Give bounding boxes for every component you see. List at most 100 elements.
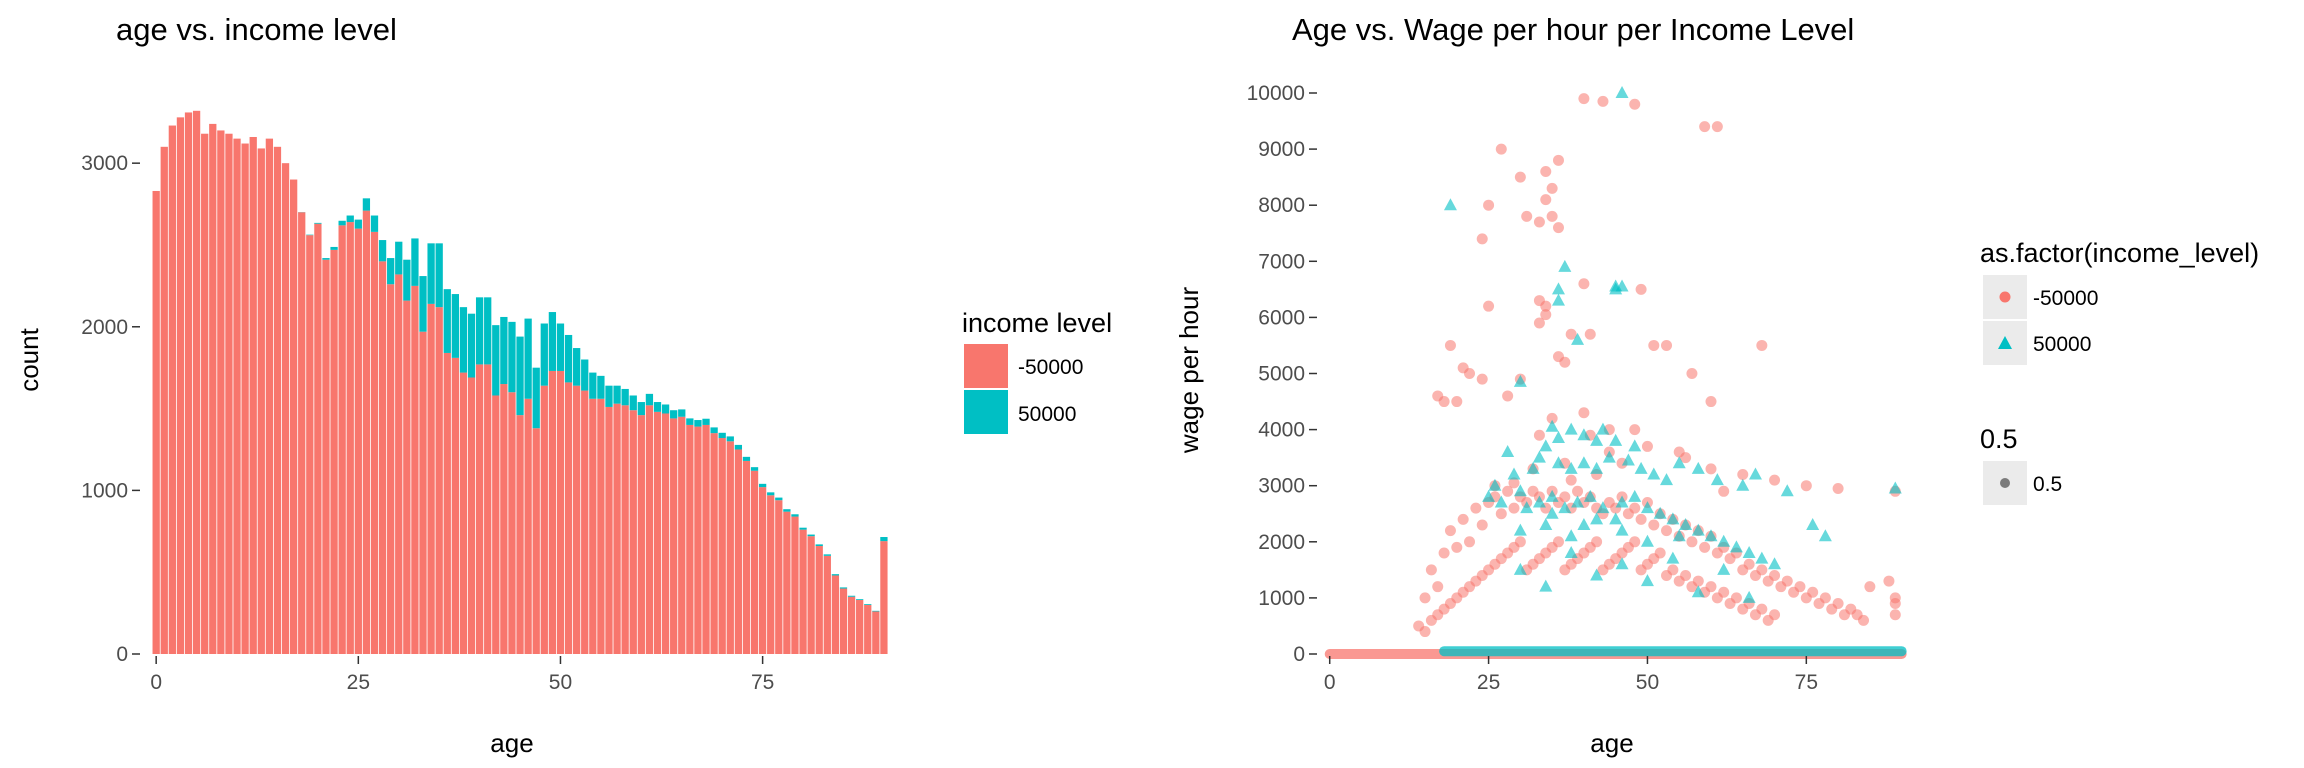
point-series-0-117 [1743,558,1755,570]
bar-age-86-series-0 [847,596,856,654]
bar-age-88-series-0 [864,604,872,654]
point-series-0-169 [1591,536,1603,548]
bar-age-49-series-0 [548,370,557,654]
point-series-1-78 [1590,512,1604,525]
bar-age-75-series-1 [758,483,767,488]
point-series-0-41 [1705,396,1717,408]
point-series-0-197 [1769,609,1781,621]
bar-age-52-series-0 [573,385,581,654]
bar-age-29-series-1 [387,258,395,285]
bar-age-54-series-0 [589,398,597,654]
point-series-1-54 [1666,512,1680,525]
bar-age-8-series-0 [217,130,225,654]
bar-age-31-series-0 [403,300,411,654]
bar-age-34-series-1 [427,243,435,304]
bar-age-24-series-1 [346,215,354,223]
point-series-1-22 [1647,467,1661,480]
point-series-0-24 [1565,328,1577,340]
bar-age-27-series-1 [370,215,379,232]
bar-age-1-series-0 [160,146,168,654]
bar-age-77-series-0 [775,500,783,654]
scatter-x-axis: 0 25 50 75 [1324,656,1818,694]
point-series-0-140 [1889,609,1901,621]
bar-age-50-series-1 [556,323,565,371]
bar-age-82-series-0 [815,546,823,654]
point-series-1-60 [1742,546,1756,559]
point-series-1-32 [1628,439,1642,452]
point-series-0-181 [1667,564,1679,576]
point-series-1-63 [1806,517,1820,530]
point-series-1-70 [1640,574,1654,587]
bar-age-6-series-0 [201,133,209,655]
bar-age-48-series-0 [540,385,548,654]
point-series-1-53 [1653,506,1667,519]
bar-age-23-series-0 [338,225,346,654]
point-series-1-47 [1571,495,1585,508]
bar-age-45-series-1 [516,336,524,416]
bar-age-19-series-0 [306,235,314,654]
point-series-0-15 [1552,222,1564,234]
bar-age-79-series-0 [791,516,799,654]
bar-age-52-series-1 [573,348,581,386]
point-series-0-70 [1444,525,1456,537]
bar-age-68-series-1 [702,418,710,425]
point-series-0-183 [1680,569,1692,581]
bar-age-74-series-1 [750,467,759,471]
y-tick-label-1000: 1000 [1258,587,1305,610]
point-series-1-82 [1577,517,1591,530]
bar-age-90-series-1 [880,537,888,542]
point-series-0-189 [1718,586,1730,598]
scatter-title: Age vs. Wage per hour per Income Level [1292,12,1854,47]
point-series-1-59 [1729,540,1743,553]
point-series-0-11 [1483,199,1495,211]
bar-age-81-series-0 [807,536,815,654]
point-series-0-61 [1565,474,1577,486]
bar-age-29-series-0 [387,284,395,654]
point-series-1-67 [1564,546,1578,559]
point-series-0-100 [1635,513,1647,525]
point-series-0-36 [1476,373,1488,385]
point-series-1-48 [1583,489,1597,502]
bar-age-76-series-0 [767,495,775,654]
point-series-0-67 [1425,564,1437,576]
x-tick-label-50: 50 [1636,671,1659,694]
point-series-0-179 [1654,547,1666,559]
age-wage-scatter: Age vs. Wage per hour per Income Level 0… [1174,12,2259,758]
bar-age-72-series-0 [734,449,743,654]
point-series-0-80 [1508,502,1520,514]
point-series-0-0 [1578,93,1590,105]
x-tick-label-75: 75 [751,671,774,694]
bar-age-76-series-1 [767,492,775,496]
point-series-1-65 [1513,562,1527,575]
bar-age-21-series-0 [322,259,330,654]
point-series-0-4 [1711,121,1723,133]
point-series-1-55 [1679,517,1693,530]
bar-age-84-series-0 [831,575,840,654]
point-series-0-17 [1578,278,1590,290]
point-series-1-50 [1615,495,1629,508]
bar-age-87-series-1 [856,599,864,601]
bar-age-40-series-0 [475,364,484,654]
bar-age-66-series-0 [686,424,694,654]
point-series-0-23 [1533,317,1545,329]
point-series-1-57 [1704,529,1718,542]
point-series-1-76 [1539,517,1553,530]
bar-age-60-series-0 [637,415,645,654]
bar-age-46-series-1 [524,318,532,399]
bar-age-48-series-1 [540,323,548,386]
point-series-1-71 [1666,551,1680,564]
point-series-0-75 [1476,519,1488,531]
point-series-1-83 [1609,512,1623,525]
bar-age-35-series-0 [435,307,443,654]
bar-age-63-series-0 [661,413,670,654]
point-series-0-79 [1502,485,1514,497]
point-series-0-38 [1438,396,1450,408]
bar-age-36-series-0 [443,352,451,654]
histogram-bars [152,110,888,655]
point-series-1-17 [1577,456,1591,469]
point-series-1-29 [1780,484,1794,497]
point-series-0-104 [1661,525,1673,537]
point-series-1-52 [1640,501,1654,514]
point-series-0-58 [1718,485,1730,497]
y-tick-label-3000: 3000 [81,152,128,175]
